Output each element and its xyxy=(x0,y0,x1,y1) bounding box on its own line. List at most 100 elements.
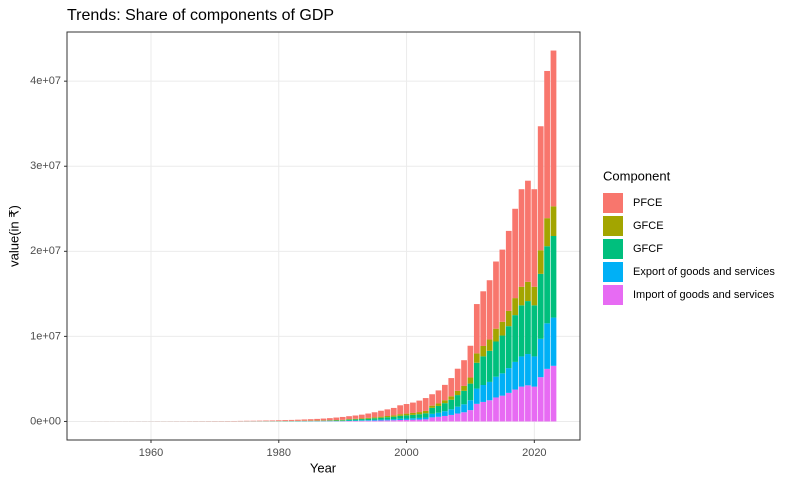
bar-segment xyxy=(358,414,365,419)
panel-border xyxy=(66,31,581,441)
bar-segment xyxy=(454,390,461,396)
bar-segment xyxy=(486,280,493,340)
y-tick-label: 3e+07 xyxy=(30,160,61,172)
bar-segment xyxy=(531,356,538,387)
bar-segment xyxy=(378,416,384,418)
legend-swatch xyxy=(603,285,623,305)
bar-segment xyxy=(461,385,467,391)
bar-segment xyxy=(531,189,538,287)
bar-segment xyxy=(467,383,474,401)
bar-segment xyxy=(448,399,455,410)
bar-segment xyxy=(333,417,340,421)
bar-segment xyxy=(544,323,550,369)
bar-segment xyxy=(410,418,416,420)
x-tick-label: 2020 xyxy=(522,447,546,459)
bar-segment xyxy=(473,304,480,354)
bar-segment xyxy=(486,381,493,401)
bar-segment xyxy=(397,414,404,416)
bar-segment xyxy=(512,361,519,390)
legend-label: GFCE xyxy=(633,220,664,232)
bar-segment xyxy=(358,419,365,421)
bar-segment xyxy=(505,326,512,369)
bar-segment xyxy=(403,404,410,414)
bar-segment xyxy=(410,402,416,413)
bar-segment xyxy=(365,420,372,422)
bar-segment xyxy=(531,305,538,357)
bar-segment xyxy=(454,395,461,407)
bar-segment xyxy=(448,414,455,422)
bar-segment xyxy=(493,376,499,398)
legend-swatch xyxy=(603,239,623,259)
bar-segment xyxy=(352,420,359,422)
bar-segment xyxy=(518,286,525,306)
bar-segment xyxy=(288,419,295,421)
bar-segment xyxy=(467,345,474,378)
bar-segment xyxy=(473,353,480,363)
legend-label: PFCE xyxy=(633,197,662,209)
bar-segment xyxy=(550,50,557,207)
bar-segment xyxy=(480,401,487,422)
bar-segment xyxy=(480,291,487,346)
bar-segment xyxy=(512,389,519,422)
bar-segment xyxy=(499,249,506,322)
bar-segment xyxy=(518,356,525,387)
bar-segment xyxy=(499,335,506,374)
bar-segment xyxy=(480,385,487,402)
bar-segment xyxy=(442,400,448,404)
bar-segment xyxy=(442,415,448,422)
bar-segment xyxy=(275,420,282,422)
legend-swatch xyxy=(603,193,623,213)
bar-segment xyxy=(544,70,550,219)
bar-segment xyxy=(537,273,544,339)
bar-segment xyxy=(384,409,391,417)
bar-segment xyxy=(454,406,461,414)
bar-segment xyxy=(390,416,397,420)
legend-title: Component xyxy=(603,168,671,183)
bar-segment xyxy=(550,365,557,422)
bar-segment xyxy=(365,417,372,419)
bar-segment xyxy=(429,407,435,414)
bar-segment xyxy=(550,236,557,318)
bar-segment xyxy=(397,419,404,422)
bar-segment xyxy=(416,417,423,420)
bar-segment xyxy=(416,412,423,415)
x-tick-label: 1960 xyxy=(139,447,163,459)
bar-segment xyxy=(461,404,467,413)
bar-segment xyxy=(537,250,544,274)
y-tick-label: 4e+07 xyxy=(30,75,61,87)
bar-segment xyxy=(358,418,365,420)
bar-segment xyxy=(544,218,550,247)
bar-segment xyxy=(256,420,263,422)
bar-segment xyxy=(422,417,429,420)
bar-segment xyxy=(442,411,448,416)
bar-segment xyxy=(448,378,455,397)
bar-segment xyxy=(390,407,397,416)
bar-segment xyxy=(505,392,512,422)
bar-segment xyxy=(346,419,352,421)
bar-segment xyxy=(422,410,429,414)
bar-segment xyxy=(397,415,404,419)
bar-segment xyxy=(403,415,410,419)
bar-segment xyxy=(352,415,359,419)
bar-segment xyxy=(378,420,384,422)
bar-segment xyxy=(282,420,289,421)
bar-segment xyxy=(422,413,429,418)
bar-segment xyxy=(301,419,308,421)
bar-segment xyxy=(384,417,391,420)
legend: PFCE GFCE GFCF Export of goods and services… xyxy=(603,193,775,305)
bar-segment xyxy=(486,400,493,422)
bar-segment xyxy=(371,419,378,421)
bar-segment xyxy=(435,405,442,413)
bar-segment xyxy=(442,403,448,412)
chart-title: Trends: Share of components of GDP xyxy=(67,7,334,24)
bar-segment xyxy=(499,321,506,336)
bar-segment xyxy=(473,362,480,389)
bar-segment xyxy=(461,412,467,422)
bar-segment xyxy=(327,418,333,421)
bar-segment xyxy=(525,301,531,355)
bar-segment xyxy=(467,410,474,422)
bar-segment xyxy=(416,419,423,422)
bar-segment xyxy=(473,403,480,422)
bar-segment xyxy=(371,418,378,420)
bar-segment xyxy=(339,416,346,420)
